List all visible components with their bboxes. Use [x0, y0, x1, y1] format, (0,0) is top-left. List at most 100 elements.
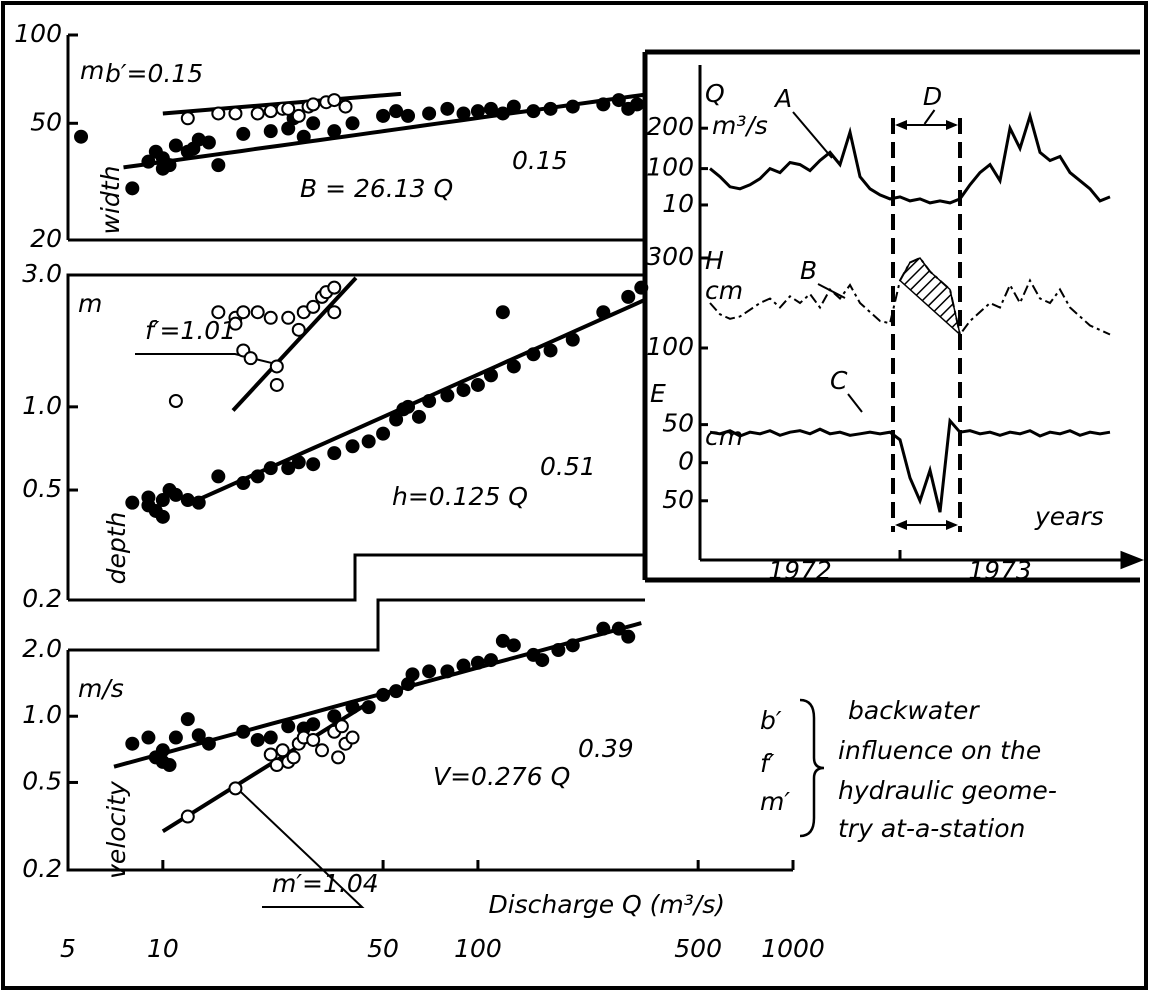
- data-point: [155, 743, 170, 758]
- data-point: [327, 305, 342, 320]
- data-point: [211, 469, 226, 484]
- fit-line: [123, 92, 646, 170]
- data-point: [411, 409, 426, 424]
- axis-symbol: H: [705, 246, 724, 275]
- data-point: [634, 280, 649, 295]
- series-line: [709, 256, 1111, 337]
- y-tick-label: 50: [662, 409, 694, 438]
- data-point: [269, 359, 284, 374]
- y-axis-title: depth: [102, 512, 131, 585]
- data-point: [125, 495, 140, 510]
- x-tick-label: 10: [147, 934, 179, 963]
- data-point: [535, 653, 550, 668]
- data-point: [327, 709, 342, 724]
- data-point: [506, 359, 521, 374]
- data-point: [162, 758, 177, 773]
- period-pointer: [923, 109, 936, 125]
- y-tick-label: 0.5: [22, 474, 62, 503]
- data-point: [401, 108, 416, 123]
- x-axis-title: Discharge Q (m³/s): [488, 890, 725, 919]
- data-point: [596, 97, 611, 112]
- data-point: [281, 101, 296, 116]
- note-line: hydraulic geome-: [838, 776, 1057, 805]
- x-tick-label: 500: [674, 934, 722, 963]
- data-point: [495, 305, 510, 320]
- series-label: C: [830, 366, 848, 395]
- data-point: [281, 461, 296, 476]
- data-point: [275, 743, 290, 758]
- data-point: [345, 700, 360, 715]
- data-point: [250, 732, 265, 747]
- data-point: [334, 719, 349, 734]
- data-point: [565, 99, 580, 114]
- arrowhead: [946, 120, 958, 130]
- data-point: [191, 495, 206, 510]
- data-point: [621, 289, 636, 304]
- data-point: [263, 461, 278, 476]
- note-symbol: f′: [760, 749, 775, 778]
- note-line: influence on the: [838, 736, 1041, 765]
- data-point: [141, 490, 156, 505]
- data-point: [243, 351, 258, 366]
- data-point: [269, 377, 284, 392]
- data-point: [456, 106, 471, 121]
- data-point: [228, 781, 243, 796]
- data-point: [543, 101, 558, 116]
- data-point: [250, 305, 265, 320]
- data-point: [180, 809, 195, 824]
- data-point: [296, 129, 311, 144]
- y-tick-label: 0: [678, 447, 694, 476]
- data-point: [389, 684, 404, 699]
- data-point: [211, 158, 226, 173]
- arrowhead: [946, 520, 958, 530]
- axis-unit: cm: [705, 422, 743, 451]
- data-point: [543, 343, 558, 358]
- data-point: [236, 305, 251, 320]
- x-tick-label: 5: [60, 934, 76, 963]
- data-point: [470, 104, 485, 119]
- y-tick-label: 200: [646, 112, 694, 141]
- data-point: [291, 322, 306, 337]
- y-tick-label: 0.2: [22, 584, 62, 613]
- backwater-area: [899, 257, 962, 337]
- data-point: [291, 108, 306, 123]
- axis-symbol: E: [650, 379, 666, 408]
- leader-line: [135, 353, 277, 366]
- data-point: [291, 455, 306, 470]
- data-point: [168, 730, 183, 745]
- backwater-label: f′=1.01: [145, 316, 236, 345]
- data-point: [565, 332, 580, 347]
- data-point: [376, 687, 391, 702]
- axis-unit: cm: [705, 276, 743, 305]
- data-point: [611, 93, 626, 108]
- data-point: [389, 412, 404, 427]
- data-point: [470, 377, 485, 392]
- y-tick-label: 0.5: [22, 766, 62, 795]
- data-point: [483, 101, 498, 116]
- data-point: [345, 116, 360, 131]
- data-point: [361, 434, 376, 449]
- axis-unit: m³/s: [712, 111, 768, 140]
- data-point: [526, 104, 541, 119]
- data-point: [611, 621, 626, 636]
- data-point: [155, 493, 170, 508]
- series-line: [709, 417, 1111, 513]
- x-axis-title: years: [1034, 502, 1104, 531]
- data-point: [440, 101, 455, 116]
- y-tick-label: 50: [30, 107, 62, 136]
- data-point: [551, 643, 566, 657]
- data-point: [506, 638, 521, 653]
- data-point: [422, 664, 437, 679]
- data-point: [327, 280, 342, 295]
- data-point: [306, 732, 321, 747]
- fit-exponent: 0.51: [540, 452, 596, 481]
- y-tick-label: 50: [662, 485, 694, 514]
- data-point: [141, 730, 156, 745]
- data-point: [315, 743, 330, 758]
- data-point: [201, 135, 216, 150]
- data-point: [483, 653, 498, 668]
- x-tick-label: 1972: [768, 556, 832, 585]
- data-point: [506, 99, 521, 114]
- data-point: [345, 730, 360, 745]
